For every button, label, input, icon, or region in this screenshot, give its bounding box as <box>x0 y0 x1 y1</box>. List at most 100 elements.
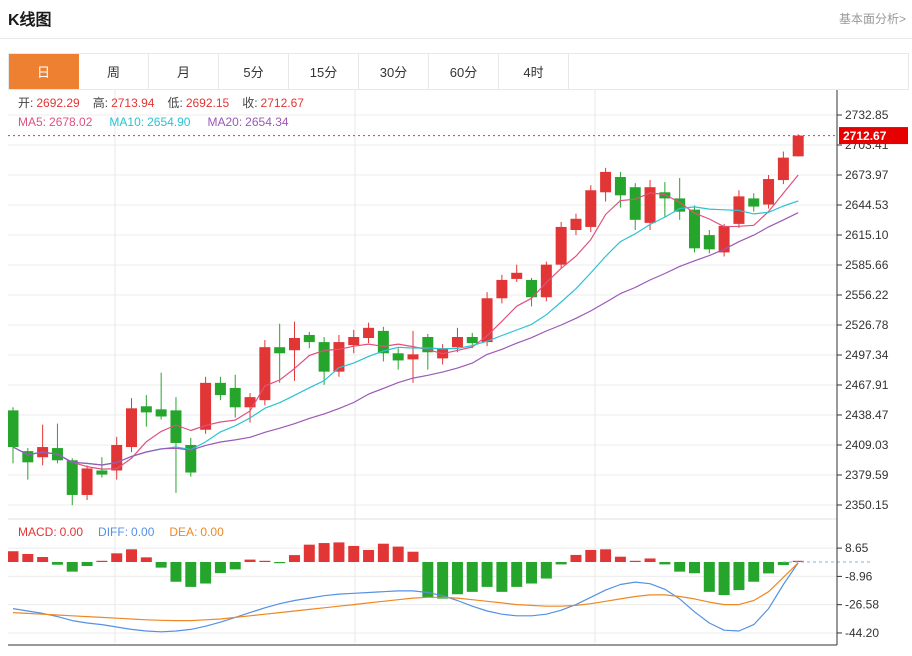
candle-body <box>555 226 567 265</box>
ma5-line <box>12 174 799 470</box>
macd-histogram-bar <box>348 545 360 562</box>
tab-interval-3[interactable]: 5分 <box>219 54 289 89</box>
tab-interval-7[interactable]: 4时 <box>499 54 569 89</box>
ohlc_row-label: 开: <box>18 96 34 110</box>
macd-histogram-bar <box>318 543 330 562</box>
candle-body <box>318 342 330 372</box>
candle-body <box>629 187 641 220</box>
macd_row-item: DIFF: 0.00 <box>98 525 154 539</box>
tab-interval-0[interactable]: 日 <box>9 54 79 89</box>
macd-histogram-bar <box>614 556 626 562</box>
candle-body <box>170 410 182 443</box>
macd-histogram-bar <box>333 542 345 562</box>
dea-line <box>12 562 799 622</box>
candle-body <box>214 382 226 396</box>
macd-histogram-bar <box>437 562 449 599</box>
ma20-line <box>12 212 799 466</box>
current-price-badge <box>839 127 908 145</box>
macd-histogram-bar <box>451 562 463 595</box>
macd-histogram-bar <box>526 562 538 584</box>
price-tick-label: 2350.15 <box>845 498 889 512</box>
candle-body <box>644 187 656 223</box>
price-tick-label: 2556.22 <box>845 288 889 302</box>
candle-body <box>511 272 523 279</box>
macd_row-value: 0.00 <box>59 525 84 539</box>
ma_row-label: MA20: <box>207 115 243 129</box>
ma_row-value: 2678.02 <box>49 115 93 129</box>
macd-histogram-bar <box>155 562 167 568</box>
tab-interval-1[interactable]: 周 <box>79 54 149 89</box>
macd-histogram-bar <box>111 553 123 562</box>
candle-body <box>688 209 700 249</box>
macd-histogram-bar <box>659 562 671 565</box>
candle-body <box>540 264 552 298</box>
candle-body <box>748 198 760 207</box>
candle-body <box>585 190 597 227</box>
macd_row-value: 0.00 <box>200 525 224 539</box>
macd-tick-label: -26.58 <box>845 598 879 612</box>
price-tick-label: 2409.03 <box>845 438 889 452</box>
price-tick-label: 2615.10 <box>845 228 889 242</box>
kline-chart-svg: 2732.852703.412673.972644.532615.102585.… <box>7 90 908 646</box>
ohlc_row-item: 低: 2692.15 <box>167 96 229 110</box>
tab-bar-filler <box>569 54 908 89</box>
diff-line <box>12 562 799 633</box>
ma_row-label: MA5: <box>18 115 47 129</box>
macd-histogram-bar <box>555 562 567 565</box>
macd_row-item: MACD: 0.00 <box>18 525 83 539</box>
candle-body <box>466 336 478 344</box>
candle-body <box>303 334 315 343</box>
ma_row-label: MA10: <box>109 115 145 129</box>
candle-body <box>703 235 715 250</box>
candle-body <box>496 279 508 299</box>
candle-body <box>229 387 241 408</box>
macd-histogram-bar <box>763 562 775 574</box>
macd-histogram-bar <box>792 560 804 562</box>
kline-chart: 2732.85 2703.41 2673.97 2644.53 2615.10 2585.… <box>7 90 910 651</box>
candle-body <box>763 179 775 205</box>
macd_row-value: 0.00 <box>131 525 155 539</box>
candle-body <box>333 342 345 372</box>
ohlc_row-item: 高: 2713.94 <box>93 96 155 110</box>
macd-histogram-bar <box>540 562 552 579</box>
macd-histogram-bar <box>600 549 612 562</box>
candle-body <box>274 347 286 354</box>
ma-readout: MA5: 2678.02 MA10: 2654.90 MA20: 2654.34 <box>18 115 289 129</box>
macd-histogram-bar <box>629 560 641 562</box>
candle-body <box>7 410 19 448</box>
macd-histogram-bar <box>703 562 715 592</box>
macd-histogram-bar <box>214 562 226 574</box>
macd-histogram-bar <box>688 562 700 574</box>
tab-interval-2[interactable]: 月 <box>149 54 219 89</box>
current-price-badge-text: 2712.67 <box>843 129 887 143</box>
candle-body <box>526 279 538 298</box>
candle-body <box>718 225 730 253</box>
ma_row-item: MA10: 2654.90 <box>109 115 190 129</box>
price-tick-label: 2585.66 <box>845 258 889 272</box>
candle-body <box>777 157 789 181</box>
ohlc_row-label: 收: <box>242 96 258 110</box>
candle-body <box>81 468 93 495</box>
tab-interval-4[interactable]: 15分 <box>289 54 359 89</box>
candle-body <box>66 460 78 495</box>
macd-histogram-bar <box>185 562 197 587</box>
price-tick-label: 2438.47 <box>845 408 889 422</box>
macd-histogram-bar <box>22 553 34 562</box>
macd-histogram-bar <box>496 562 508 592</box>
macd-histogram-bar <box>511 562 523 587</box>
macd-histogram-bar <box>585 549 597 562</box>
ohlc_row-value: 2692.29 <box>36 96 80 110</box>
fundamental-analysis-link[interactable]: 基本面分析> <box>838 12 906 26</box>
ohlc-readout: 开: 2692.29 高: 2713.94 低: 2692.15 收: 2712.67 <box>18 96 304 110</box>
macd-histogram-bar <box>140 557 152 562</box>
ma_row-value: 2654.34 <box>245 115 289 129</box>
candle-body <box>570 218 582 230</box>
candle-body <box>600 171 612 193</box>
tab-interval-6[interactable]: 60分 <box>429 54 499 89</box>
macd-histogram-bar <box>748 562 760 582</box>
macd-histogram-bar <box>170 562 182 582</box>
price-tick-label: 2644.53 <box>845 198 889 212</box>
macd_row-label: DIFF: <box>98 525 129 539</box>
tab-interval-5[interactable]: 30分 <box>359 54 429 89</box>
chart-plot-area[interactable] <box>8 90 837 645</box>
